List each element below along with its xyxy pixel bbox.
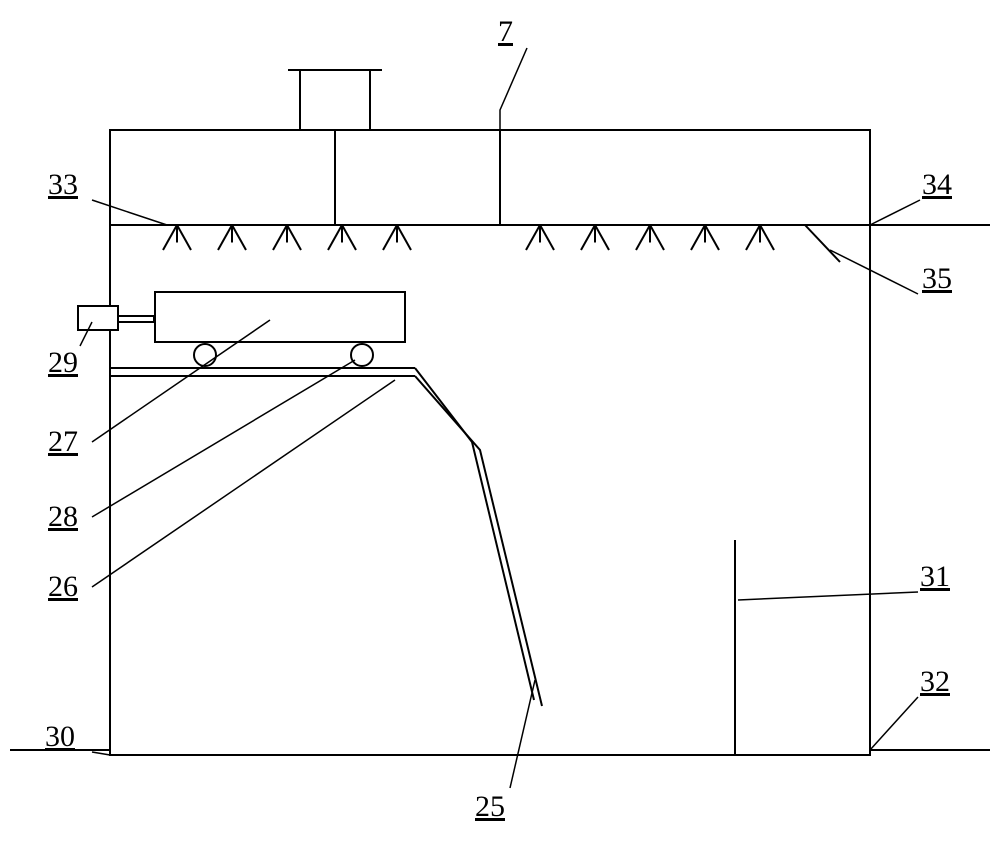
ref-label-28: 28 (48, 500, 78, 534)
ref-label-32: 32 (920, 665, 950, 699)
ref-label-33: 33 (48, 168, 78, 202)
diagram-svg (0, 0, 1000, 853)
ref-label-35: 35 (922, 262, 952, 296)
ref-label-34: 34 (922, 168, 952, 202)
ref-label-30: 30 (45, 720, 75, 754)
ref-label-29: 29 (48, 346, 78, 380)
diagram-canvas: 7 25 26 27 28 29 30 31 32 33 34 35 (0, 0, 1000, 853)
ref-label-27: 27 (48, 425, 78, 459)
ref-label-26: 26 (48, 570, 78, 604)
ref-label-25: 25 (475, 790, 505, 824)
ref-label-7: 7 (498, 15, 513, 49)
ref-label-31: 31 (920, 560, 950, 594)
